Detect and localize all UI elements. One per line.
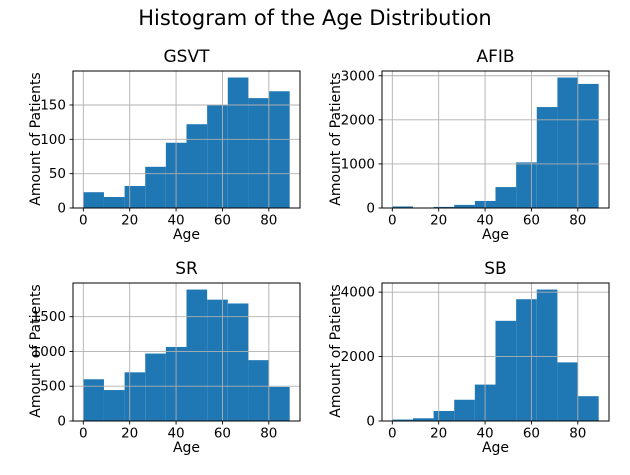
svg-text:60: 60 (523, 213, 540, 229)
svg-text:80: 80 (260, 426, 277, 442)
svg-text:0: 0 (366, 414, 375, 430)
svg-text:1000: 1000 (32, 344, 66, 360)
x-axis-label: Age (481, 227, 510, 243)
y-axis-label: Amount of Patients (28, 72, 44, 206)
y-axis-label: Amount of Patients (328, 284, 344, 418)
svg-text:0: 0 (366, 201, 375, 217)
svg-text:3000: 3000 (341, 68, 375, 84)
svg-text:20: 20 (430, 213, 447, 229)
x-axis-label: Age (172, 440, 201, 456)
svg-text:0: 0 (57, 201, 66, 217)
plot-area-sr: 0 20 40 60 80 0 500 1000 1500 (32, 282, 301, 442)
svg-text:4000: 4000 (341, 285, 375, 301)
subplot-title-sb: SB (484, 259, 507, 279)
svg-text:50: 50 (49, 166, 66, 182)
y-axis-label: Amount of Patients (28, 284, 44, 418)
svg-text:100: 100 (40, 132, 66, 148)
svg-text:500: 500 (40, 379, 66, 395)
svg-text:20: 20 (121, 426, 138, 442)
svg-text:1000: 1000 (341, 156, 375, 172)
x-axis-label: Age (481, 440, 510, 456)
svg-text:0: 0 (79, 426, 88, 442)
svg-text:0: 0 (388, 426, 397, 442)
x-axis-label: Age (172, 227, 201, 243)
subplot-title-gsvt: GSVT (163, 47, 210, 67)
subplot-title-afib: AFIB (476, 47, 515, 67)
plot-area-gsvt: 0 20 40 60 80 0 50 100 150 (40, 70, 301, 229)
svg-text:0: 0 (79, 213, 88, 229)
svg-text:0: 0 (388, 213, 397, 229)
subplot-title-sr: SR (175, 259, 198, 279)
svg-text:80: 80 (569, 213, 586, 229)
svg-text:2000: 2000 (341, 112, 375, 128)
svg-text:80: 80 (260, 213, 277, 229)
svg-text:0: 0 (57, 414, 66, 430)
svg-text:150: 150 (40, 97, 66, 113)
svg-text:40: 40 (476, 426, 493, 442)
svg-text:20: 20 (430, 426, 447, 442)
svg-text:40: 40 (167, 213, 184, 229)
svg-text:80: 80 (569, 426, 586, 442)
plot-area-afib: 0 20 40 60 80 0 1000 2000 3000 (341, 68, 610, 229)
svg-text:20: 20 (121, 213, 138, 229)
svg-text:60: 60 (523, 426, 540, 442)
svg-text:60: 60 (214, 426, 231, 442)
figure-title: Histogram of the Age Distribution (138, 6, 492, 30)
svg-text:1500: 1500 (32, 309, 66, 325)
svg-text:40: 40 (167, 426, 184, 442)
subplot-gsvt: 0 20 40 60 80 0 50 100 150 GSVT Amount of Patien… (0, 38, 315, 250)
subplot-sb: 0 20 40 60 80 0 2000 4000 SB Amount of Patients… (315, 250, 630, 475)
plot-area-sb: 0 20 40 60 80 0 2000 4000 (341, 282, 610, 442)
svg-text:60: 60 (214, 213, 231, 229)
subplot-afib: 0 20 40 60 80 0 1000 2000 3000 AFIB Amount of Pa… (315, 38, 630, 250)
subplot-sr: 0 20 40 60 80 0 500 1000 1500 SR Amount of Patie… (0, 250, 315, 475)
svg-text:40: 40 (476, 213, 493, 229)
y-axis-label: Amount of Patients (328, 72, 344, 206)
svg-text:2000: 2000 (341, 349, 375, 365)
